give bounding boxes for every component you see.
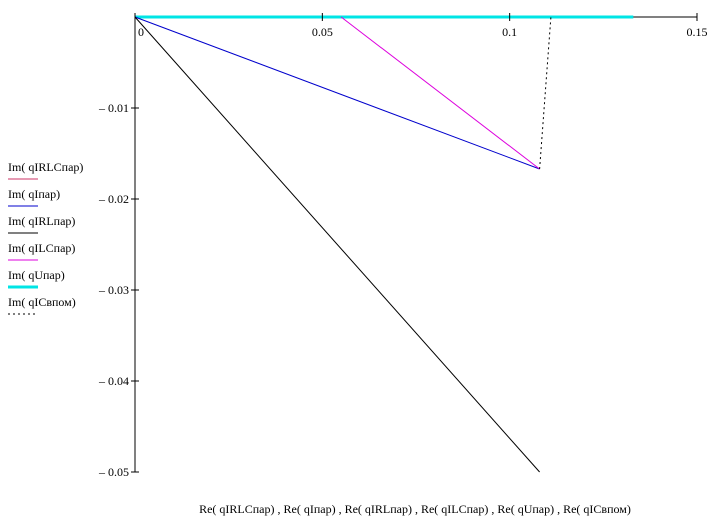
axes	[134, 16, 697, 472]
x-tick-label: 0.05	[312, 25, 333, 39]
y-tick-label: – 0.02	[98, 192, 129, 206]
x-tick-label: 0.15	[687, 25, 708, 39]
x-axis-title: Re( qIRLCпар) , Re( qIпар) , Re( qIRLпар…	[199, 502, 631, 516]
legend-label: Im( qIRLпар)	[8, 214, 75, 228]
legend-label: Im( qILCпар)	[8, 241, 75, 255]
x-tick-label: 0	[138, 25, 144, 39]
y-tick-label: – 0.03	[98, 283, 129, 297]
x-tick-label: 0.1	[502, 25, 517, 39]
ticks: 0 0.05 0.1 0.15 – 0.01 – 0.02 – 0.03 – 0.04 – 0.…	[98, 13, 708, 479]
legend-label: Im( qUпар)	[8, 268, 65, 282]
y-tick-label: – 0.04	[98, 374, 129, 388]
legend: Im( qIRLCпар) Im( qIпар) Im( qIRLпар) Im( q…	[8, 160, 83, 315]
series-line-im-qicвпом	[539, 16, 552, 170]
y-tick-label: – 0.01	[98, 101, 129, 115]
y-tick-label: – 0.05	[98, 465, 129, 479]
series-layer	[134, 15, 634, 473]
series-line-im-qilcпар	[340, 16, 540, 170]
legend-label: Im( qIRLCпар)	[8, 160, 83, 174]
series-line-im-qiпар	[134, 16, 540, 170]
legend-label: Im( qIпар)	[8, 187, 60, 201]
series-line-im-qirlпар	[134, 16, 540, 473]
legend-label: Im( qICвпом)	[8, 295, 76, 309]
